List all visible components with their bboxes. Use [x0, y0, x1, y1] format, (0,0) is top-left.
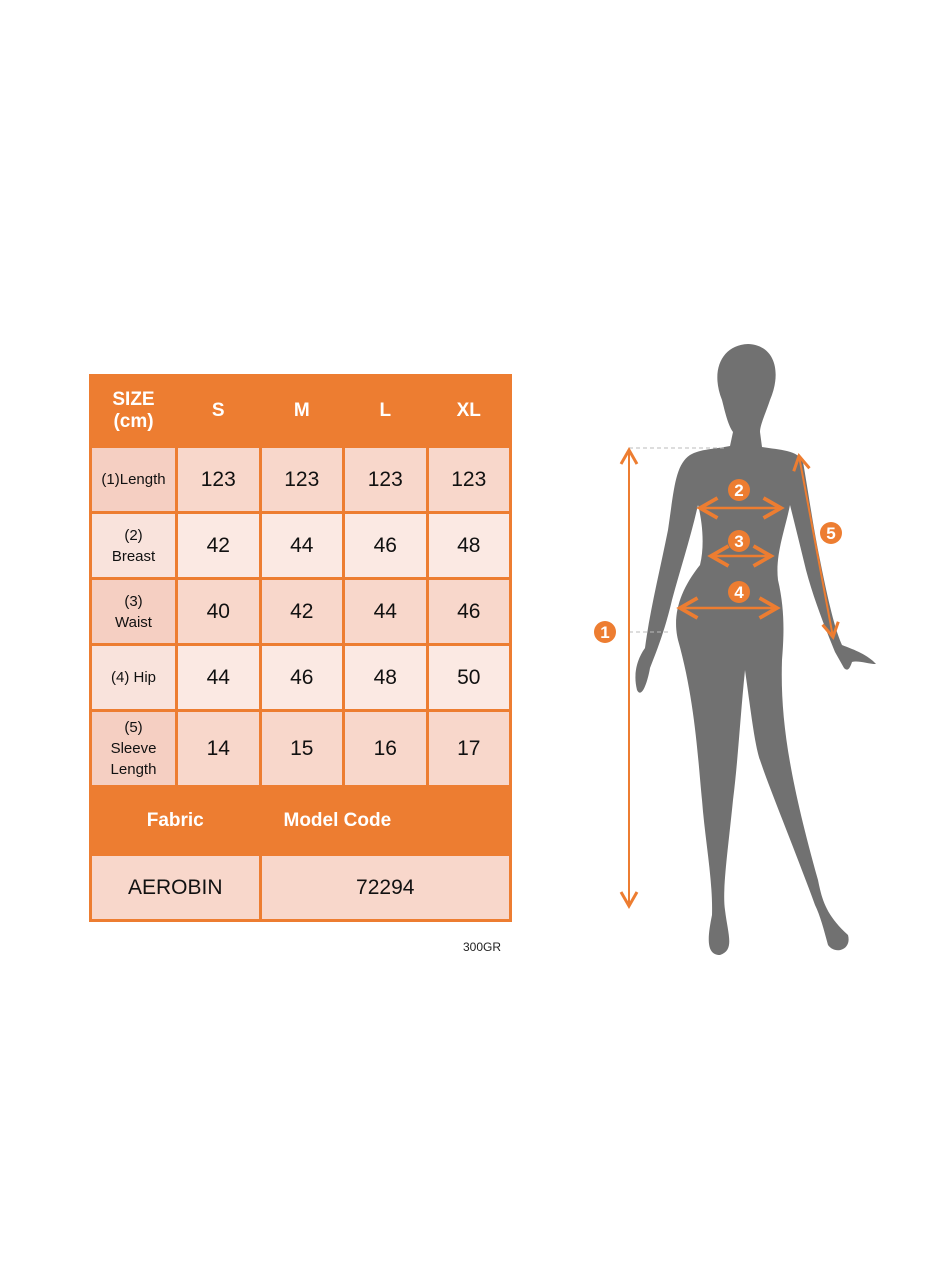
cell: 46 — [425, 577, 512, 646]
row-label: (5) Sleeve Length — [89, 709, 178, 788]
fabric-row: AEROBIN 72294 — [89, 853, 512, 922]
header-s: S — [175, 374, 262, 448]
table-row: (2) Breast 42 44 46 48 — [89, 511, 512, 580]
row-label: (4) Hip — [89, 643, 178, 712]
cell: 123 — [342, 445, 429, 514]
header-xl: XL — [425, 374, 512, 448]
body-silhouette — [635, 344, 876, 955]
cell: 42 — [175, 511, 262, 580]
cell: 46 — [342, 511, 429, 580]
header-m: M — [258, 374, 345, 448]
cell: 44 — [258, 511, 345, 580]
cell: 48 — [425, 511, 512, 580]
marker-5: 5 — [820, 522, 842, 544]
cell: 50 — [425, 643, 512, 712]
cell: 123 — [175, 445, 262, 514]
fabric-header-row: Fabric Model Code — [89, 785, 512, 856]
row-label: (3) Waist — [89, 577, 178, 646]
sleeve-arrow — [792, 453, 840, 640]
header-size: SIZE (cm) — [89, 374, 178, 448]
fabric-value: AEROBIN — [89, 853, 262, 922]
cell: 42 — [258, 577, 345, 646]
cell: 16 — [342, 709, 429, 788]
cell: 15 — [258, 709, 345, 788]
table-row: (3) Waist 40 42 44 46 — [89, 577, 512, 646]
marker-1: 1 — [594, 621, 616, 643]
marker-2: 2 — [728, 479, 750, 501]
table-row: (5) Sleeve Length 14 15 16 17 — [89, 709, 512, 788]
cell: 14 — [175, 709, 262, 788]
cell: 44 — [175, 643, 262, 712]
table-row: (4) Hip 44 46 48 50 — [89, 643, 512, 712]
weight-note: 300GR — [463, 940, 502, 954]
header-l: L — [342, 374, 429, 448]
svg-text:1: 1 — [600, 623, 609, 642]
cell: 46 — [258, 643, 345, 712]
marker-4: 4 — [728, 581, 750, 603]
cell: 40 — [175, 577, 262, 646]
cell: 123 — [425, 445, 512, 514]
cell: 17 — [425, 709, 512, 788]
cell: 48 — [342, 643, 429, 712]
row-label: (1)Length — [89, 445, 178, 514]
row-label: (2) Breast — [89, 511, 178, 580]
measurement-guides — [619, 446, 840, 910]
cell: 123 — [258, 445, 345, 514]
size-table: SIZE (cm) S M L XL (1)Length 123 123 123… — [89, 374, 512, 922]
svg-text:3: 3 — [734, 532, 743, 551]
cell: 44 — [342, 577, 429, 646]
table-header-row: SIZE (cm) S M L XL — [89, 374, 512, 448]
model-code-label: Model Code — [258, 785, 512, 856]
svg-text:2: 2 — [734, 481, 743, 500]
svg-text:4: 4 — [734, 583, 744, 602]
model-code-value: 72294 — [258, 853, 512, 922]
svg-text:5: 5 — [826, 524, 835, 543]
fabric-label: Fabric — [89, 785, 262, 856]
marker-3: 3 — [728, 530, 750, 552]
table-row: (1)Length 123 123 123 123 — [89, 445, 512, 514]
